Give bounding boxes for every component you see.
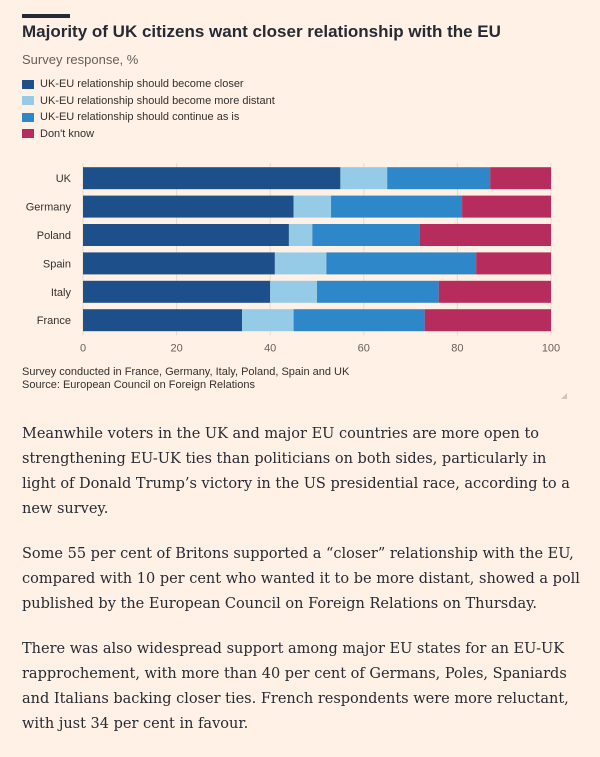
bar-segment	[83, 195, 294, 218]
category-label: Italy	[51, 287, 72, 299]
bar-segment	[312, 224, 420, 246]
legend-item-continue: UK-EU relationship should continue as is	[22, 109, 275, 126]
bar-segment	[242, 309, 294, 332]
article-paragraph: Meanwhile voters in the UK and major EU …	[22, 426, 570, 517]
bar-segment	[270, 280, 317, 303]
bar-segment	[340, 167, 388, 190]
bar-segment	[288, 224, 313, 246]
bar-segment	[331, 195, 463, 218]
footnote: Survey conducted in France, Germany, Ita…	[22, 366, 349, 392]
x-tick-label: 20	[170, 342, 182, 354]
x-tick-label: 40	[264, 342, 276, 354]
bar-segment	[83, 252, 275, 275]
bar-segment	[274, 252, 327, 275]
legend: UK-EU relationship should become closer …	[22, 76, 275, 142]
legend-label-dont-know: Don't know	[40, 127, 95, 140]
legend-label-more-distant: UK-EU relationship should become more di…	[40, 94, 275, 107]
legend-item-closer: UK-EU relationship should become closer	[22, 76, 275, 93]
x-tick-label: 80	[451, 342, 463, 354]
category-label: Poland	[37, 230, 71, 242]
bar-segment	[424, 309, 551, 332]
bar-segment	[83, 167, 341, 190]
bar-segment	[438, 280, 551, 303]
bar-segment	[419, 224, 551, 246]
legend-swatch-dont-know	[22, 129, 34, 139]
legend-label-continue: UK-EU relationship should continue as is	[40, 111, 240, 124]
category-label: Spain	[43, 258, 71, 270]
chart-title: Majority of UK citizens want closer rela…	[22, 22, 501, 41]
bar-segment	[462, 195, 551, 218]
survey-note: Survey conducted in France, Germany, Ita…	[22, 366, 350, 378]
bar-segment	[317, 280, 439, 303]
bar-segment	[490, 167, 551, 190]
legend-item-dont-know: Don't know	[22, 126, 275, 143]
bar-segment	[476, 252, 551, 275]
bar-segment	[83, 224, 289, 246]
resize-corner-icon	[561, 393, 567, 399]
bar-segment	[83, 309, 243, 332]
legend-swatch-more-distant	[22, 96, 34, 106]
stacked-bar-chart: 0 20 40 60 80 100 UK Germany Poland Spain Italy Fra…	[26, 163, 560, 354]
legend-label-closer: UK-EU relationship should become closer	[40, 78, 244, 91]
x-tick-label: 60	[358, 342, 370, 354]
x-tick-label: 100	[542, 342, 560, 354]
header-rule	[22, 14, 70, 18]
legend-item-more-distant: UK-EU relationship should become more di…	[22, 93, 275, 110]
bar-segment	[293, 309, 425, 332]
bar-segment	[326, 252, 477, 275]
article-body: Meanwhile voters in the UK and major EU …	[22, 422, 582, 757]
article-paragraph: Some 55 per cent of Britons supported a …	[22, 546, 580, 612]
category-label: France	[37, 315, 71, 327]
legend-swatch-continue	[22, 112, 34, 122]
legend-swatch-closer	[22, 79, 34, 89]
bar-segment	[293, 195, 332, 218]
x-tick-label: 0	[80, 342, 86, 354]
bar-segment	[83, 280, 271, 303]
category-label: UK	[56, 173, 72, 185]
chart-subtitle: Survey response, %	[22, 52, 139, 67]
category-label: Germany	[26, 202, 72, 214]
bar-segment	[387, 167, 491, 190]
article-paragraph: There was also widespread support among …	[22, 641, 569, 732]
source-note: Source: European Council on Foreign Rela…	[22, 379, 255, 391]
